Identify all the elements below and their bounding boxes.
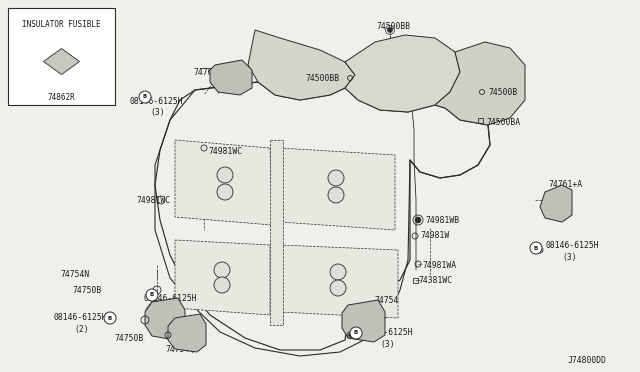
Polygon shape xyxy=(44,48,79,74)
Text: 74981WB: 74981WB xyxy=(425,216,459,225)
Text: 74981WC: 74981WC xyxy=(208,147,242,156)
Circle shape xyxy=(330,264,346,280)
Text: 08146-6125H: 08146-6125H xyxy=(53,313,107,322)
Polygon shape xyxy=(8,8,115,105)
Text: (3): (3) xyxy=(150,108,164,117)
Text: 74500BB: 74500BB xyxy=(305,74,339,83)
Text: 74981W: 74981W xyxy=(420,231,449,240)
Polygon shape xyxy=(175,240,270,315)
Circle shape xyxy=(139,91,151,103)
Text: 74862R: 74862R xyxy=(47,93,76,102)
Polygon shape xyxy=(175,140,272,225)
Circle shape xyxy=(350,327,362,339)
Circle shape xyxy=(387,28,392,32)
Polygon shape xyxy=(345,35,460,112)
Text: J74800DD: J74800DD xyxy=(568,356,607,365)
Polygon shape xyxy=(155,82,490,350)
Polygon shape xyxy=(280,148,395,230)
Text: (3): (3) xyxy=(562,253,577,262)
Text: 08146-6125H: 08146-6125H xyxy=(545,241,598,250)
Polygon shape xyxy=(342,300,385,342)
Bar xyxy=(413,278,417,282)
Text: 74500B: 74500B xyxy=(488,88,517,97)
Text: 08146-6125H: 08146-6125H xyxy=(360,328,413,337)
Circle shape xyxy=(217,184,233,200)
Circle shape xyxy=(328,170,344,186)
Circle shape xyxy=(214,262,230,278)
Text: 74750B: 74750B xyxy=(114,334,143,343)
Polygon shape xyxy=(210,60,252,95)
Text: INSULATOR FUSIBLE: INSULATOR FUSIBLE xyxy=(22,20,101,29)
Polygon shape xyxy=(280,245,398,318)
Text: 74754: 74754 xyxy=(374,296,398,305)
Polygon shape xyxy=(145,298,185,340)
Text: B: B xyxy=(534,246,538,250)
Text: B: B xyxy=(354,330,358,336)
Polygon shape xyxy=(270,140,283,325)
Bar xyxy=(477,118,483,122)
Text: B: B xyxy=(150,292,154,298)
Polygon shape xyxy=(540,185,572,222)
Text: 74754Q: 74754Q xyxy=(165,345,195,354)
Text: 74381WC: 74381WC xyxy=(418,276,452,285)
Text: 74750B: 74750B xyxy=(72,286,101,295)
Circle shape xyxy=(217,167,233,183)
Circle shape xyxy=(330,280,346,296)
Text: 74981WA: 74981WA xyxy=(422,261,456,270)
Text: B: B xyxy=(108,315,112,321)
Text: 74761+A: 74761+A xyxy=(548,180,582,189)
Circle shape xyxy=(328,187,344,203)
Text: 74754N: 74754N xyxy=(60,270,89,279)
Polygon shape xyxy=(168,314,206,352)
Circle shape xyxy=(530,242,542,254)
Polygon shape xyxy=(435,42,525,125)
Circle shape xyxy=(349,334,351,337)
Text: 08146-6125H: 08146-6125H xyxy=(130,97,184,106)
Text: (3): (3) xyxy=(380,340,395,349)
Text: 74981WC: 74981WC xyxy=(136,196,170,205)
Polygon shape xyxy=(248,30,355,100)
Text: (2): (2) xyxy=(164,306,179,315)
Text: 74500BA: 74500BA xyxy=(486,118,520,127)
Text: 08146-6125H: 08146-6125H xyxy=(143,294,196,303)
Text: (2): (2) xyxy=(74,325,88,334)
Circle shape xyxy=(104,312,116,324)
Circle shape xyxy=(146,289,158,301)
Text: 74500BB: 74500BB xyxy=(376,22,410,31)
Text: 74761: 74761 xyxy=(193,68,218,77)
Text: B: B xyxy=(143,94,147,99)
Circle shape xyxy=(415,217,421,223)
Circle shape xyxy=(214,277,230,293)
